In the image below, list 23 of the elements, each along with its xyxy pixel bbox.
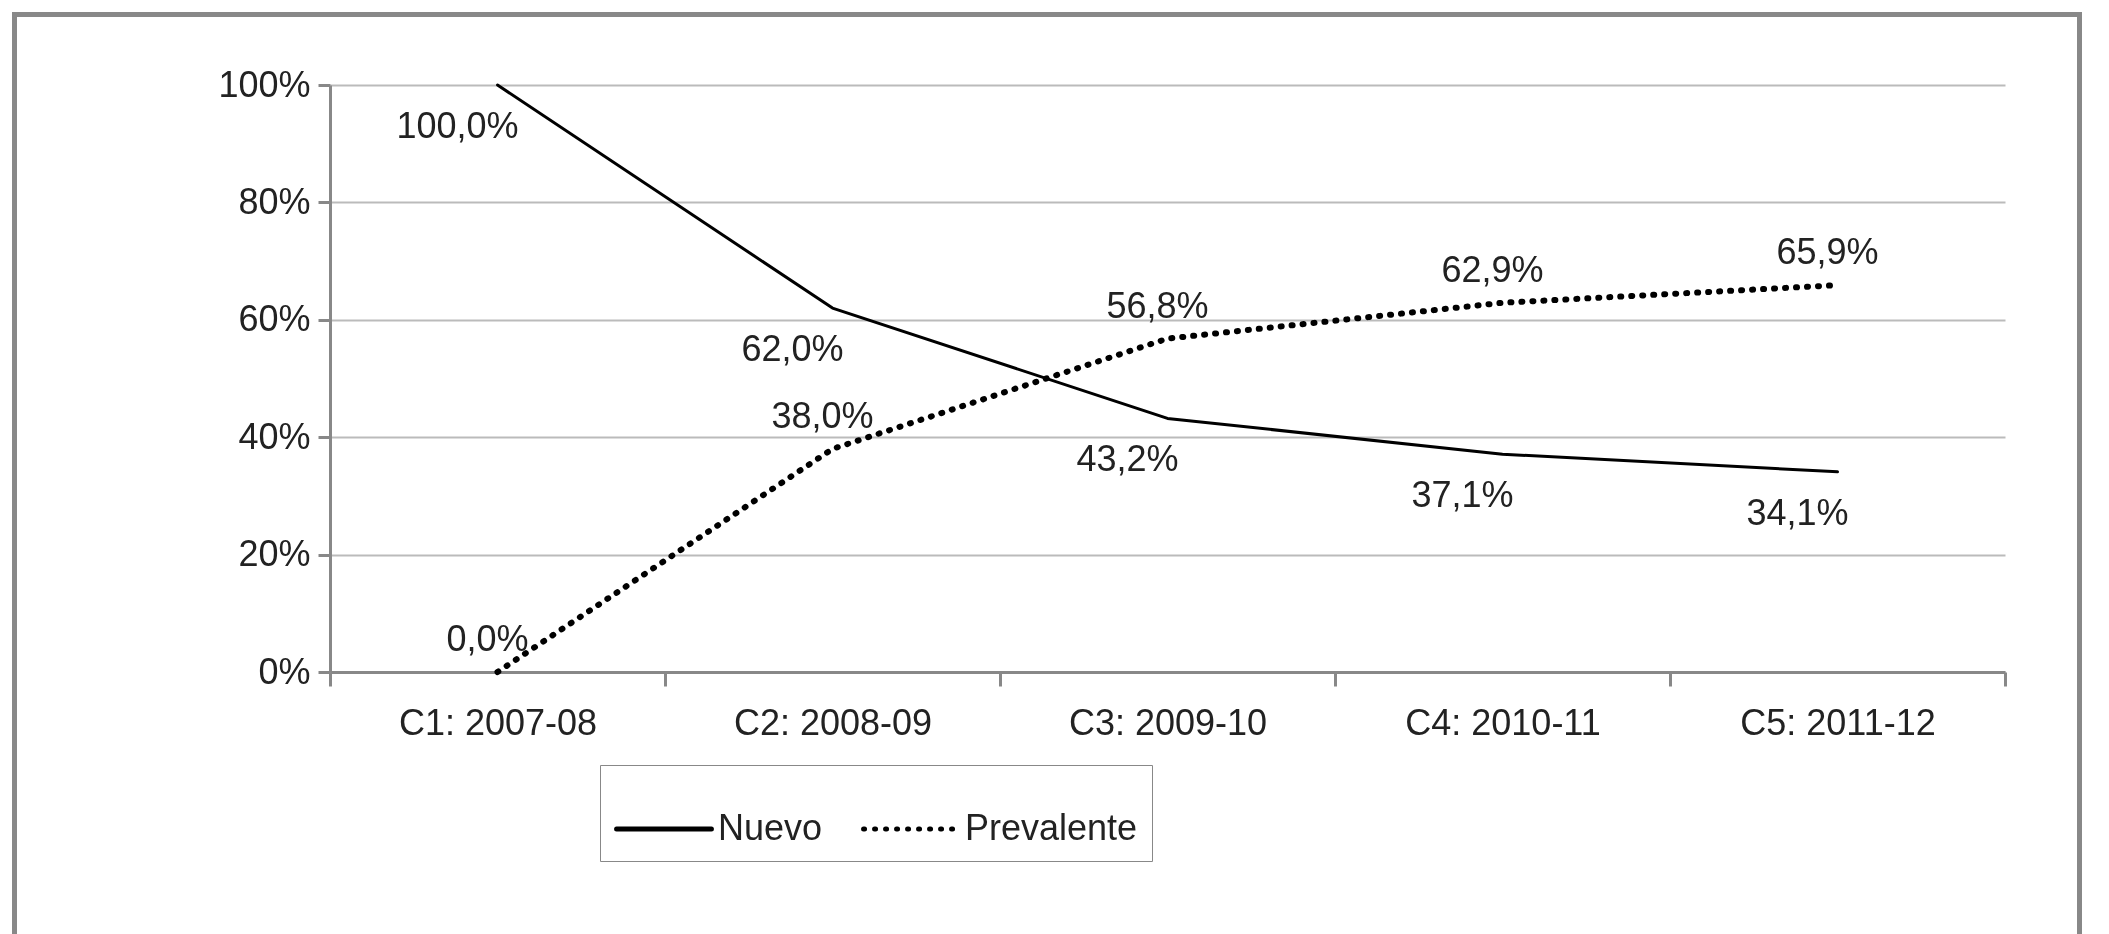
legend-label: Nuevo [718, 807, 823, 848]
y-tick-label: 40% [238, 415, 311, 457]
data-label: 38,0% [771, 394, 874, 436]
x-tick-label: C4: 2010-11 [1405, 701, 1601, 743]
data-label: 65,9% [1776, 231, 1879, 273]
data-label: 37,1% [1411, 474, 1514, 516]
x-tick-label: C3: 2009-10 [1068, 701, 1268, 743]
data-label: 0,0% [446, 618, 529, 659]
data-label: 56,8% [1106, 284, 1209, 326]
data-label: 43,2% [1076, 438, 1179, 480]
y-tick-label: 80% [238, 180, 311, 222]
data-label: 100,0% [396, 105, 519, 146]
y-tick-label: 60% [238, 298, 311, 340]
y-tick-label: 20% [238, 533, 311, 575]
data-label: 34,1% [1746, 491, 1849, 533]
x-tick-label: C1: 2007-08 [398, 701, 598, 743]
legend-label: Prevalente [965, 807, 1138, 848]
data-label: 62,0% [741, 328, 844, 370]
y-tick-label: 100% [218, 63, 311, 105]
data-label: 62,9% [1441, 248, 1544, 290]
x-tick-label: C2: 2008-09 [733, 701, 933, 743]
x-tick-label: C5: 2011-12 [1740, 701, 1936, 743]
y-tick-label: 0% [258, 650, 311, 692]
